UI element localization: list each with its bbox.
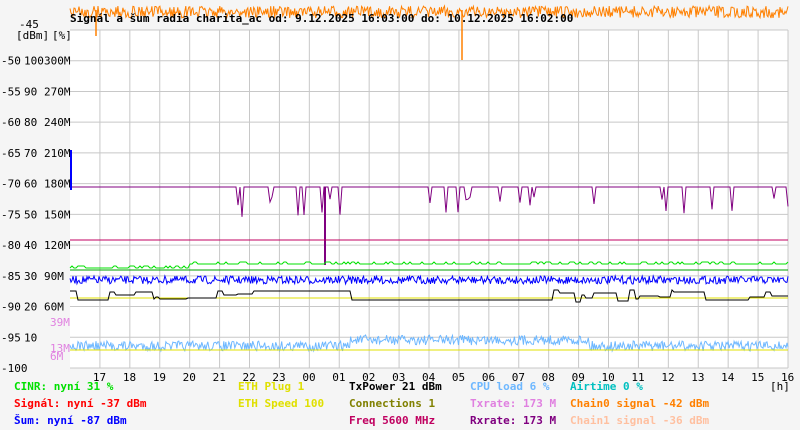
legend-item: Chain0 signal -42 dBm [570,397,710,410]
y-tick-pct: 50 [24,208,37,221]
x-tick: 03 [392,371,405,384]
x-tick: 11 [631,371,644,384]
y-tick-rate: 240M [44,116,71,129]
y-tick-rate: 90M [44,270,64,283]
y-tick-rate: 300M [44,55,71,68]
legend-item: Chain1 signal -36 dBm [570,414,710,427]
x-tick: 14 [721,371,735,384]
y-tick-dbm: -55 [1,85,21,98]
x-tick: 04 [422,371,436,384]
x-tick: 22 [243,371,256,384]
y-tick-pct: 30 [24,270,37,283]
y-tick-pct: 10 [24,331,37,344]
chart-title: Signál a šum radia charita_ac od: 9.12.2… [70,12,573,25]
series-layer [69,4,789,353]
y-tick-rate-small: 6M [50,350,64,363]
axes: -45 -50 100 300M -55 90 270M -60 80 240M -65 70 210M… [1,18,794,384]
y-tick-rate: 120M [44,239,71,252]
y-tick-pct: 90 [24,85,37,98]
legend-item: Airtime 0 % [570,380,643,393]
y-tick-pct: 40 [24,239,37,252]
chain0-line [69,4,789,20]
x-tick: 16 [781,371,794,384]
y-tick-dbm: -65 [1,147,21,160]
y-tick-dbm: -85 [1,270,21,283]
y-tick-dbm: -75 [1,208,21,221]
txpower-line [70,289,788,303]
x-tick: 10 [602,371,615,384]
rxrate-line [70,186,789,217]
y-tick-rate: 60M [44,301,64,314]
y-tick-dbm: -80 [1,239,21,252]
x-tick: 19 [153,371,166,384]
y-tick-rate-small: 39M [50,316,70,329]
grid [70,29,789,369]
y-tick-dbm: -70 [1,178,21,191]
y-tick-pct: 60 [24,178,37,191]
x-tick: 06 [482,371,495,384]
y-tick-dbm: -45 [19,18,39,31]
y-tick-rate: 270M [44,85,71,98]
x-tick: 18 [123,371,136,384]
x-tick: 20 [183,371,196,384]
legend-item: Signál: nyní -37 dBm [14,397,147,410]
y-tick-dbm: -50 [1,55,21,68]
legend-item: Rxrate: 173 M [470,414,557,427]
y-tick-dbm: -100 [1,362,28,375]
x-tick: 17 [93,371,106,384]
y-tick-rate: 180M [44,178,71,191]
y-tick-rate: 150M [44,208,71,221]
x-tick: 15 [751,371,764,384]
y-unit-dbm: [dBm] [16,29,49,42]
y-tick-rate-small: 13M [50,342,70,355]
cinr-line [69,261,789,269]
y-tick-dbm: -60 [1,116,21,129]
legend-item: ETH Speed 100 [238,397,325,410]
x-tick: 02 [362,371,375,384]
legend-item: CPU load 6 % [470,380,550,393]
cpu-line [69,333,789,353]
legend-item: Freq 5600 MHz [349,414,436,427]
legend-item: Connections 1 [349,397,436,410]
y-tick-pct: 70 [24,147,37,160]
x-tick: 00 [302,371,315,384]
x-tick: 21 [213,371,226,384]
x-tick: 07 [512,371,525,384]
noise-line [69,274,789,286]
legend-item: ETH Plug 1 [238,380,305,393]
x-tick: 08 [542,371,555,384]
y-tick-pct: 100 [24,55,44,68]
legend-item: TxPower 21 dBm [349,380,442,393]
y-unit-pct: [%] [52,29,72,42]
x-tick: 23 [272,371,285,384]
x-tick: 05 [452,371,465,384]
x-tick: 12 [661,371,674,384]
y-tick-pct: 20 [24,301,37,314]
y-tick-dbm: -90 [1,301,21,314]
y-tick-pct: 80 [24,116,37,129]
x-tick: 09 [572,371,585,384]
y-tick-dbm: -95 [1,331,21,344]
x-tick: 13 [691,371,704,384]
legend-item: CINR: nyní 31 % [14,380,114,393]
y-tick-rate: 210M [44,147,71,160]
x-unit: [h] [770,380,790,393]
legend-item: Šum: nyní -87 dBm [14,414,127,427]
legend-item: Txrate: 173 M [470,397,557,410]
x-tick: 01 [332,371,345,384]
